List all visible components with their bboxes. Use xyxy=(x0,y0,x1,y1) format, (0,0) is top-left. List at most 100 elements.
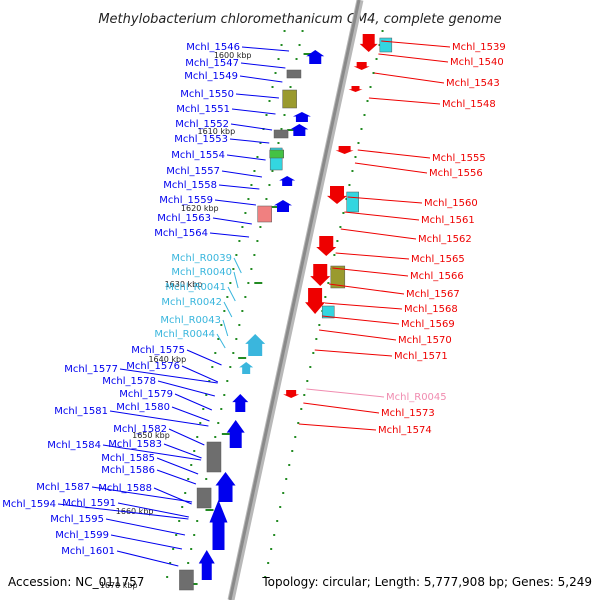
gene-label-right: Mchl_1548 xyxy=(442,99,496,110)
guide-dot xyxy=(324,296,327,298)
guide-dot xyxy=(276,520,279,522)
leader-line-right xyxy=(368,97,441,105)
guide-dot xyxy=(282,492,285,494)
leader-line-left xyxy=(57,503,189,520)
guide-dot xyxy=(220,324,223,326)
guide-dot xyxy=(301,30,304,32)
guide-dot xyxy=(265,114,268,116)
gene-label-left: Mchl_R0044 xyxy=(154,329,215,340)
guide-dot xyxy=(354,156,357,158)
guide-dot xyxy=(363,114,366,116)
gene-label-right: Mchl_1566 xyxy=(410,271,464,282)
gene-label-left: Mchl_1552 xyxy=(175,119,229,130)
gene-label-left: Mchl_1559 xyxy=(159,195,213,206)
guide-dot xyxy=(196,520,199,522)
guide-dot xyxy=(345,198,348,200)
guide-dot xyxy=(271,170,274,172)
gene-label-right: Mchl_R0045 xyxy=(386,392,447,403)
leader-line-right xyxy=(340,228,417,240)
guide-dot xyxy=(178,520,181,522)
feature-block-grey xyxy=(286,69,302,79)
guide-dot xyxy=(223,394,226,396)
gene-label-left: Mchl_1580 xyxy=(116,402,170,413)
feature-block-cyan xyxy=(346,191,359,213)
guide-dot xyxy=(232,352,235,354)
leader-line-left xyxy=(230,123,273,131)
guide-dot xyxy=(250,268,253,270)
leader-line-left xyxy=(110,534,183,550)
leader-line-left xyxy=(222,319,229,337)
reverse-gene-arrow xyxy=(316,236,337,256)
reverse-gene-arrow xyxy=(335,146,354,154)
guide-dot xyxy=(247,198,250,200)
guide-dot xyxy=(283,30,286,32)
feature-block-green xyxy=(269,149,284,159)
leader-line-left xyxy=(171,406,210,422)
forward-gene-arrow xyxy=(274,200,292,212)
leader-line-right xyxy=(328,283,405,295)
gene-label-left: Mchl_1550 xyxy=(180,89,234,100)
gene-label-left: Mchl_1578 xyxy=(102,376,156,387)
leader-line-left xyxy=(105,518,186,536)
leader-line-right xyxy=(381,40,451,48)
forward-gene-arrow xyxy=(215,472,236,502)
reverse-gene-arrow xyxy=(327,186,348,204)
guide-dot xyxy=(283,114,286,116)
kbp-tick-label: 1660 kbp xyxy=(116,507,154,516)
guide-dot xyxy=(253,254,256,256)
guide-dot xyxy=(265,198,268,200)
gene-label-left: Mchl_1588 xyxy=(98,483,152,494)
gene-label-left: Mchl_1557 xyxy=(166,166,220,177)
leader-line-right xyxy=(314,349,393,357)
guide-dot xyxy=(172,548,175,550)
guide-dot xyxy=(244,296,247,298)
guide-dot xyxy=(202,408,205,410)
guide-dot xyxy=(271,86,274,88)
leader-line-right xyxy=(344,211,420,221)
guide-dot xyxy=(369,86,372,88)
forward-gene-arrow xyxy=(198,550,215,580)
gene-label-left: Mchl_R0042 xyxy=(161,297,222,308)
leader-line-left xyxy=(163,443,202,459)
guide-dot xyxy=(277,58,280,60)
feature-block-grey xyxy=(273,129,289,139)
leader-line-right xyxy=(347,196,423,204)
gene-label-left: Mchl_R0040 xyxy=(171,267,232,278)
guide-dot xyxy=(250,184,253,186)
gene-label-right: Mchl_1569 xyxy=(401,319,455,330)
guide-dot xyxy=(300,408,303,410)
leader-line-left xyxy=(186,349,222,366)
guide-dot xyxy=(360,128,363,130)
forward-gene-arrow xyxy=(290,124,309,136)
guide-dot xyxy=(229,282,232,284)
leader-line-left xyxy=(156,469,197,485)
gene-label-left: Mchl_R0039 xyxy=(171,253,232,264)
guide-dot xyxy=(187,562,190,564)
reverse-gene-arrow xyxy=(353,62,370,70)
guide-dot xyxy=(280,44,283,46)
guide-dot xyxy=(193,534,196,536)
guide-dot xyxy=(253,170,256,172)
leader-line-right xyxy=(374,72,445,84)
reverse-gene-arrow xyxy=(305,288,326,314)
kbp-tick-label: 1600 kbp xyxy=(214,51,252,60)
leader-line-left xyxy=(240,62,286,69)
leader-line-right xyxy=(303,402,380,414)
gene-label-right: Mchl_1540 xyxy=(450,57,504,68)
forward-gene-arrow xyxy=(232,394,249,412)
guide-dot xyxy=(333,254,336,256)
leader-line-right xyxy=(332,267,409,277)
guide-dot xyxy=(336,240,339,242)
gene-label-left: Mchl_1577 xyxy=(64,364,118,375)
feature-block-cyan xyxy=(379,37,393,53)
guide-dot xyxy=(280,128,283,130)
leader-line-right xyxy=(357,149,431,159)
guide-dot xyxy=(235,254,238,256)
gene-label-left: Mchl_1586 xyxy=(101,465,155,476)
guide-dot xyxy=(375,58,378,60)
guide-dot xyxy=(295,58,298,60)
guide-dot xyxy=(268,184,271,186)
gene-label-left: Mchl_1579 xyxy=(119,389,173,400)
guide-dot xyxy=(339,226,342,228)
leader-line-left xyxy=(233,257,242,274)
